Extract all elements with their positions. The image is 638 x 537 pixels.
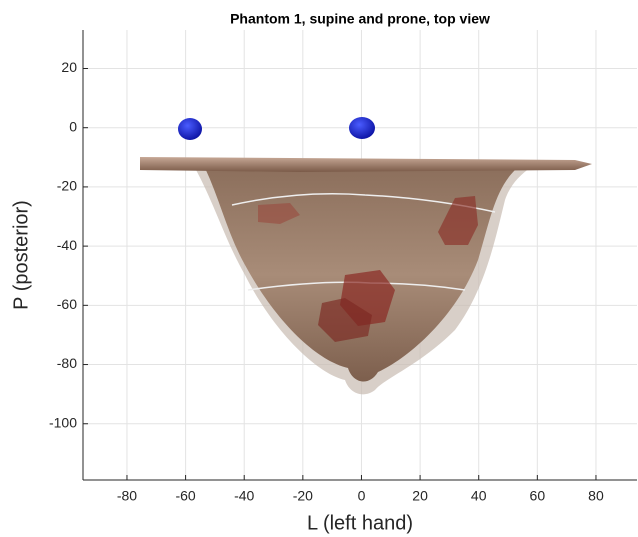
y-tick-label: 0 bbox=[69, 118, 77, 134]
marker-sphere bbox=[349, 117, 375, 139]
x-tick-label: 60 bbox=[530, 488, 546, 504]
chart-title: Phantom 1, supine and prone, top view bbox=[230, 11, 490, 27]
x-tick-label: 40 bbox=[471, 488, 487, 504]
x-tick-label: -60 bbox=[175, 488, 195, 504]
x-tick-label: 20 bbox=[412, 488, 428, 504]
x-tick-label: 80 bbox=[588, 488, 604, 504]
y-tick-label: -80 bbox=[57, 355, 77, 371]
y-tick-label: -60 bbox=[57, 296, 77, 312]
y-tick-label: -100 bbox=[49, 414, 77, 430]
y-tick-label: -40 bbox=[57, 237, 77, 253]
x-tick-label: -20 bbox=[293, 488, 313, 504]
y-tick-label: -20 bbox=[57, 178, 77, 194]
y-axis-label: P (posterior) bbox=[10, 200, 32, 310]
page: Phantom 1, supine and prone, top view L … bbox=[0, 0, 638, 537]
x-axis-label: L (left hand) bbox=[307, 512, 413, 534]
x-tick-label: -80 bbox=[117, 488, 137, 504]
marker-sphere bbox=[178, 118, 202, 140]
plate bbox=[140, 157, 592, 172]
chart: Phantom 1, supine and prone, top view L … bbox=[0, 0, 638, 537]
y-tick-label: 20 bbox=[61, 59, 77, 75]
phantom-render bbox=[140, 117, 592, 394]
x-tick-label: 0 bbox=[358, 488, 366, 504]
x-tick-label: -40 bbox=[234, 488, 254, 504]
